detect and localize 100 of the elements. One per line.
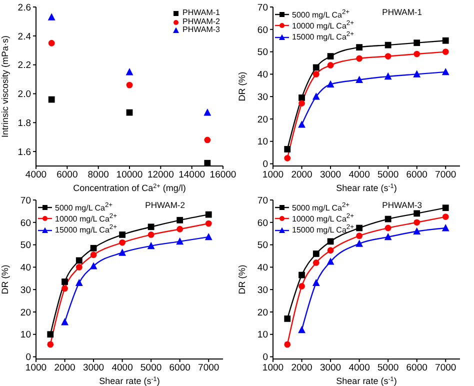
legend-label: 5000 mg/L Ca$^{2+}$ [292,9,350,20]
point [204,232,212,240]
x-tick-label: 6000 [406,362,428,374]
y-tick-label: 30 [20,284,31,296]
point [90,252,97,258]
y-tick-label: 30 [257,92,268,103]
point [384,224,392,232]
point [327,53,334,60]
y-tick-label: 70 [20,195,31,206]
y-tick-label: 0 [262,159,268,170]
point [414,210,420,217]
point [48,13,56,20]
x-tick-label: 8000 [88,170,109,181]
point [298,100,305,106]
point [62,285,68,292]
x-tick-label: 10000 [116,170,143,181]
x-tick-label: 5000 [378,362,399,374]
legend-label: PHWAM-3 [182,25,220,34]
legend-label: 5000 mg/L Ca$^{2+}$ [292,202,350,213]
x-tick-label: 6000 [169,362,190,374]
point [356,224,363,232]
x-tick-label: 4000 [348,170,370,181]
point [442,214,449,220]
y-tick-label: 1.8 [18,118,31,130]
point [442,204,449,212]
point [284,154,291,162]
point [414,50,420,58]
point [76,257,82,264]
point [312,64,320,71]
point [148,224,154,230]
point [356,44,363,51]
y-tick-label: 20 [20,307,31,318]
point [284,341,291,348]
point [176,226,184,232]
x-tick-label: 7000 [198,362,220,374]
y-axis-title: Intrinsic viscosity (mPa·s) [0,35,10,138]
legend-label: 5000 mg/L Ca$^{2+}$ [55,202,113,213]
x-tick-label: 14000 [178,170,206,181]
point [205,211,212,218]
y-tick-label: 10 [257,330,268,341]
point [442,37,449,44]
y-tick-label: 70 [257,195,268,206]
y-tick-label: 2.4 [18,31,31,42]
x-axis-title: Shear rate (s$^{-1}$) [99,376,160,386]
point [327,62,334,68]
y-tick-label: 10 [20,330,31,341]
point [384,216,392,222]
point [204,108,212,116]
x-tick-label: 2000 [291,170,312,181]
point [204,136,211,144]
point [126,82,133,88]
x-tick-label: 4000 [348,362,370,374]
point [312,260,320,266]
point [298,94,305,101]
y-tick-label: 40 [257,262,268,274]
point [147,242,155,250]
y-axis-title: DR (%) [237,72,247,102]
chart-title: PHWAM-3 [382,200,422,210]
y-tick-label: 0 [262,352,268,364]
point [384,232,392,240]
y-tick-label: 60 [257,24,268,36]
y-axis-title: DR (%) [0,264,10,294]
point [326,80,334,88]
point [442,48,449,55]
x-tick-label: 2000 [291,362,312,374]
point [176,216,184,224]
y-tick-label: 50 [20,240,31,252]
point [414,40,420,46]
y-tick-label: 2.2 [18,60,31,72]
legend-label: 10000 mg/L Ca$^{2+}$ [292,20,354,31]
chart-title: PHWAM-1 [382,7,422,17]
y-tick-label: 40 [20,262,31,274]
x-tick-label: 4000 [112,362,133,374]
chart-title: PHWAM-2 [145,200,185,210]
point [413,227,421,235]
y-tick-label: 2.0 [18,89,31,100]
point [118,248,126,256]
legend-label: 15000 mg/L Ca$^{2+}$ [292,31,354,42]
y-tick-label: 10 [257,136,268,148]
point [442,224,450,232]
x-tick-label: 6000 [406,170,428,181]
point [62,278,68,285]
point [47,341,54,348]
point [75,278,83,286]
point [148,232,154,238]
x-tick-label: 3000 [320,362,342,374]
point [76,264,82,270]
point [284,315,291,322]
point [384,72,392,80]
y-tick-label: 0 [26,352,31,364]
y-tick-label: 2.6 [18,2,31,14]
x-tick-label: 6000 [56,170,78,181]
point [284,146,291,152]
point [356,55,363,62]
y-tick-label: 50 [257,240,268,252]
point [298,283,305,290]
y-tick-label: 20 [257,307,268,318]
point [298,120,306,128]
point [205,220,212,227]
x-tick-label: 1000 [25,362,47,374]
